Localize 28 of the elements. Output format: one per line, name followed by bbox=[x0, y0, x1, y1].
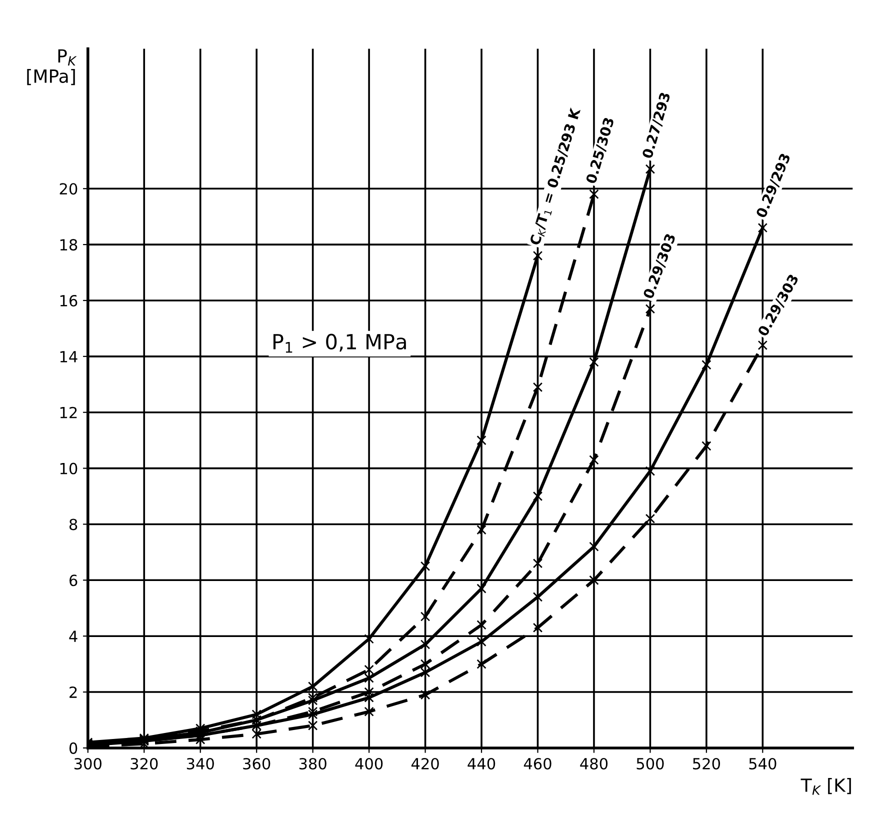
x-tick-label: 360 bbox=[243, 758, 270, 770]
x-tick-label: 420 bbox=[411, 758, 439, 770]
x-tick-label: 460 bbox=[524, 758, 552, 770]
x-tick-label: 440 bbox=[468, 758, 496, 770]
y-tick-label: 10 bbox=[60, 462, 78, 474]
x-tick-label: 540 bbox=[749, 758, 776, 770]
y-tick-label: 8 bbox=[69, 518, 78, 530]
x-tick-label: 520 bbox=[693, 758, 720, 770]
y-tick-label: 4 bbox=[69, 630, 78, 642]
x-tick-label: 300 bbox=[74, 758, 102, 770]
x-tick-label: 320 bbox=[130, 758, 158, 770]
x-tick-label: 480 bbox=[580, 758, 608, 770]
y-axis-title: P$_{K}$ [MPa] bbox=[27, 49, 77, 86]
x-axis-title: T$_{K}$ [K] bbox=[800, 778, 851, 795]
x-tick-label: 340 bbox=[186, 758, 214, 770]
y-tick-label: 12 bbox=[60, 406, 77, 418]
x-tick-label: 400 bbox=[355, 758, 383, 770]
x-tick-label: 380 bbox=[299, 758, 326, 770]
y-tick-label: 20 bbox=[60, 183, 78, 195]
y-tick-label: 16 bbox=[60, 294, 78, 307]
y-tick-label: 2 bbox=[70, 686, 77, 698]
y-tick-label: 6 bbox=[70, 574, 78, 586]
annotation: P$_{1}$ > 0,1 MPa bbox=[273, 334, 406, 353]
y-tick-label: 18 bbox=[60, 239, 78, 251]
y-tick-label: 14 bbox=[60, 351, 78, 362]
text: C$_{K}$/T$_{1}$ = 0.25/293 K bbox=[529, 106, 583, 246]
y-tick-label: 0 bbox=[69, 742, 78, 754]
x-tick-label: 500 bbox=[636, 758, 664, 770]
